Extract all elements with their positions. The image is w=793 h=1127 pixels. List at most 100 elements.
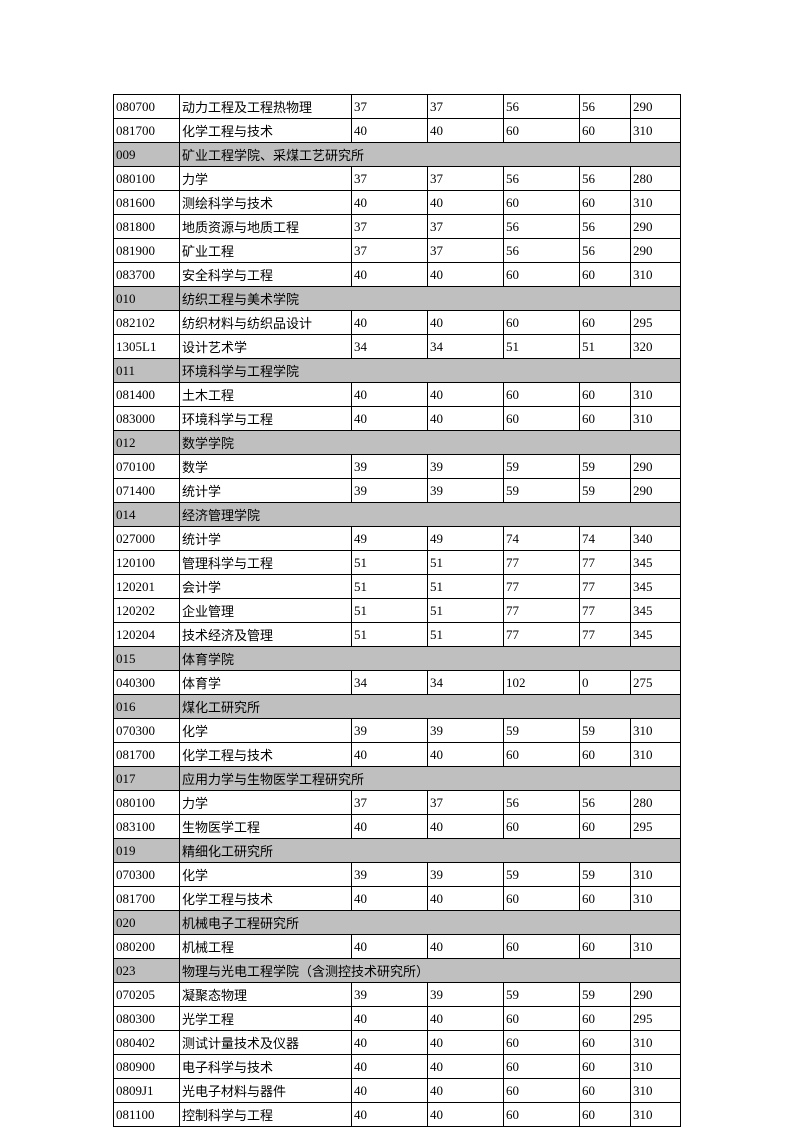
cell-name: 化学工程与技术 (180, 743, 352, 767)
cell-score: 40 (352, 119, 428, 143)
cell-score: 40 (428, 191, 504, 215)
cell-section-title: 应用力学与生物医学工程研究所 (180, 767, 681, 791)
table-row: 070205凝聚态物理39395959290 (114, 983, 681, 1007)
cell-score: 60 (504, 263, 580, 287)
table-row: 120201会计学51517777345 (114, 575, 681, 599)
cell-name: 管理科学与工程 (180, 551, 352, 575)
cell-score: 60 (580, 887, 631, 911)
cell-code: 120201 (114, 575, 180, 599)
section-row: 012数学学院 (114, 431, 681, 455)
cell-score: 310 (631, 407, 681, 431)
cell-name: 测试计量技术及仪器 (180, 1031, 352, 1055)
cell-code: 020 (114, 911, 180, 935)
cell-score: 60 (580, 815, 631, 839)
cell-score: 60 (504, 383, 580, 407)
cell-score: 40 (352, 311, 428, 335)
cell-score: 40 (428, 311, 504, 335)
cell-score: 40 (428, 263, 504, 287)
cell-score: 34 (428, 671, 504, 695)
cell-score: 345 (631, 575, 681, 599)
cell-code: 081100 (114, 1103, 180, 1127)
cell-code: 080900 (114, 1055, 180, 1079)
cell-score: 74 (580, 527, 631, 551)
cell-name: 数学 (180, 455, 352, 479)
cell-score: 37 (352, 215, 428, 239)
cell-score: 37 (428, 791, 504, 815)
cell-score: 60 (504, 887, 580, 911)
cell-name: 会计学 (180, 575, 352, 599)
cell-score: 60 (580, 1055, 631, 1079)
cell-score: 40 (428, 383, 504, 407)
cell-code: 083100 (114, 815, 180, 839)
cell-score: 37 (352, 167, 428, 191)
cell-score: 310 (631, 743, 681, 767)
cell-score: 37 (352, 791, 428, 815)
cell-code: 083000 (114, 407, 180, 431)
cell-code: 120100 (114, 551, 180, 575)
cell-score: 39 (352, 479, 428, 503)
cell-name: 凝聚态物理 (180, 983, 352, 1007)
cell-score: 290 (631, 983, 681, 1007)
cell-name: 测绘科学与技术 (180, 191, 352, 215)
cell-code: 080300 (114, 1007, 180, 1031)
cell-name: 环境科学与工程 (180, 407, 352, 431)
cell-score: 290 (631, 95, 681, 119)
cell-score: 56 (504, 239, 580, 263)
cell-section-title: 环境科学与工程学院 (180, 359, 681, 383)
table-row: 070300化学39395959310 (114, 719, 681, 743)
cell-name: 纺织材料与纺织品设计 (180, 311, 352, 335)
table-row: 040300体育学34341020275 (114, 671, 681, 695)
cell-name: 统计学 (180, 479, 352, 503)
section-row: 010纺织工程与美术学院 (114, 287, 681, 311)
cell-score: 310 (631, 719, 681, 743)
section-row: 019精细化工研究所 (114, 839, 681, 863)
cell-name: 设计艺术学 (180, 335, 352, 359)
cell-section-title: 矿业工程学院、采煤工艺研究所 (180, 143, 681, 167)
cell-score: 39 (352, 455, 428, 479)
table-row: 120100管理科学与工程51517777345 (114, 551, 681, 575)
cell-score: 51 (580, 335, 631, 359)
cell-score: 40 (352, 743, 428, 767)
cell-code: 040300 (114, 671, 180, 695)
cell-section-title: 机械电子工程研究所 (180, 911, 681, 935)
cell-score: 40 (428, 935, 504, 959)
cell-score: 310 (631, 863, 681, 887)
table-row: 070100数学39395959290 (114, 455, 681, 479)
cell-score: 34 (352, 335, 428, 359)
cell-score: 345 (631, 623, 681, 647)
cell-score: 40 (352, 887, 428, 911)
cell-score: 60 (580, 311, 631, 335)
cell-score: 60 (580, 119, 631, 143)
cell-score: 37 (428, 239, 504, 263)
cell-code: 071400 (114, 479, 180, 503)
cell-section-title: 精细化工研究所 (180, 839, 681, 863)
cell-score: 39 (352, 863, 428, 887)
cell-score: 60 (504, 743, 580, 767)
table-row: 083000环境科学与工程40406060310 (114, 407, 681, 431)
cell-score: 39 (428, 863, 504, 887)
cell-score: 37 (428, 167, 504, 191)
cell-name: 电子科学与技术 (180, 1055, 352, 1079)
cell-score: 37 (352, 239, 428, 263)
cell-code: 014 (114, 503, 180, 527)
cell-name: 机械工程 (180, 935, 352, 959)
section-row: 015体育学院 (114, 647, 681, 671)
table-row: 081800地质资源与地质工程37375656290 (114, 215, 681, 239)
cell-score: 40 (428, 1103, 504, 1127)
cell-code: 081900 (114, 239, 180, 263)
cell-score: 310 (631, 887, 681, 911)
cell-score: 40 (428, 887, 504, 911)
cell-score: 56 (504, 791, 580, 815)
cell-score: 40 (352, 191, 428, 215)
cell-name: 动力工程及工程热物理 (180, 95, 352, 119)
cell-score: 51 (428, 623, 504, 647)
cell-section-title: 体育学院 (180, 647, 681, 671)
table-row: 080300光学工程40406060295 (114, 1007, 681, 1031)
cell-score: 51 (352, 623, 428, 647)
cell-score: 51 (352, 575, 428, 599)
cell-name: 土木工程 (180, 383, 352, 407)
cell-score: 77 (504, 623, 580, 647)
cell-score: 40 (352, 263, 428, 287)
cell-score: 59 (504, 455, 580, 479)
cell-score: 39 (428, 455, 504, 479)
